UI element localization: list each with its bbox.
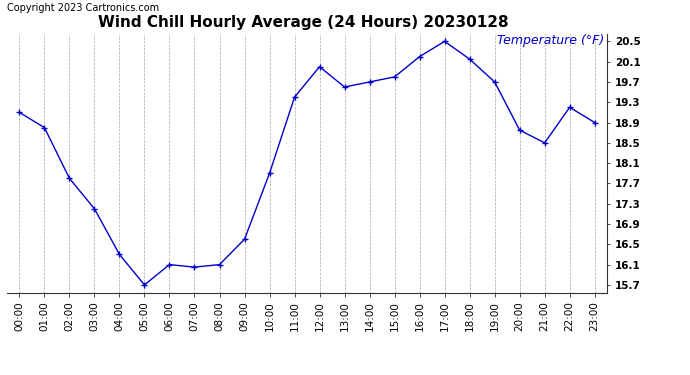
Text: Wind Chill Hourly Average (24 Hours) 20230128: Wind Chill Hourly Average (24 Hours) 202… <box>98 15 509 30</box>
Text: Copyright 2023 Cartronics.com: Copyright 2023 Cartronics.com <box>7 3 159 13</box>
Text: Temperature (°F): Temperature (°F) <box>497 34 604 47</box>
